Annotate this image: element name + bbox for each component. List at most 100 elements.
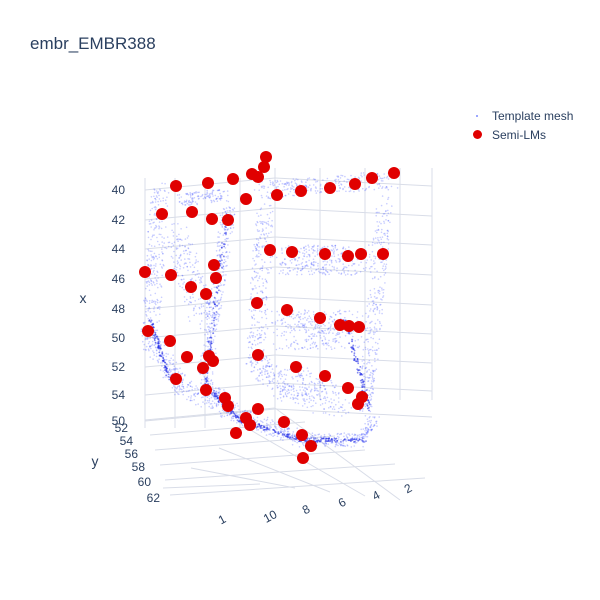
x-tick-label: 46: [112, 272, 126, 286]
z-tick-label: 2: [402, 481, 415, 497]
mesh-point: [173, 365, 176, 368]
semi-lm-point[interactable]: [164, 335, 176, 347]
semi-lm-point[interactable]: [260, 151, 272, 163]
semi-lm-point[interactable]: [210, 272, 222, 284]
mesh-point: [217, 318, 219, 320]
semi-lm-point[interactable]: [296, 429, 308, 441]
mesh-point: [349, 190, 352, 192]
mesh-point: [224, 279, 226, 281]
mesh-point: [173, 389, 176, 391]
mesh-point: [274, 321, 277, 323]
grid-line-back-1: [274, 207, 433, 217]
semi-lm-point[interactable]: [355, 248, 367, 260]
legend[interactable]: Template mesh Semi-LMs: [462, 106, 573, 144]
semi-lm-point[interactable]: [197, 362, 209, 374]
mesh-point: [212, 189, 215, 192]
semi-lm-point[interactable]: [319, 248, 331, 260]
semi-lm-point[interactable]: [342, 382, 354, 394]
semi-lm-point[interactable]: [352, 398, 364, 410]
semi-lm-point[interactable]: [343, 320, 355, 332]
mesh-point: [260, 267, 262, 270]
mesh-point: [319, 384, 322, 386]
semi-lm-point[interactable]: [230, 427, 242, 439]
mesh-point: [181, 372, 184, 375]
semi-lm-point[interactable]: [290, 361, 302, 373]
mesh-point: [261, 427, 264, 430]
mesh-point: [219, 197, 221, 200]
mesh-point: [357, 346, 360, 349]
semi-lm-point[interactable]: [207, 355, 219, 367]
semi-lm-point[interactable]: [377, 248, 389, 260]
mesh-point: [149, 345, 151, 347]
mesh-point: [255, 247, 257, 249]
semi-lm-point[interactable]: [297, 452, 309, 464]
mesh-point: [158, 221, 161, 223]
semi-lm-point[interactable]: [252, 171, 264, 183]
semi-lm-point[interactable]: [206, 213, 218, 225]
mesh-point: [359, 438, 361, 441]
mesh-point: [216, 291, 219, 294]
mesh-point: [305, 392, 308, 395]
semi-lm-point[interactable]: [388, 167, 400, 179]
semi-lm-point[interactable]: [165, 269, 177, 281]
mesh-point: [261, 267, 264, 270]
semi-lm-point[interactable]: [202, 177, 214, 189]
semi-lm-point[interactable]: [264, 244, 276, 256]
semi-lm-point[interactable]: [186, 206, 198, 218]
mesh-point: [222, 265, 225, 268]
semi-lm-point[interactable]: [139, 266, 151, 278]
semi-lm-point[interactable]: [170, 180, 182, 192]
semi-lm-point[interactable]: [252, 403, 264, 415]
semi-lm-point[interactable]: [286, 246, 298, 258]
semi-lm-point[interactable]: [170, 373, 182, 385]
mesh-point: [174, 265, 176, 268]
semi-lm-point[interactable]: [251, 297, 263, 309]
mesh-point: [154, 343, 156, 346]
semi-lm-point[interactable]: [240, 193, 252, 205]
semi-lm-point[interactable]: [324, 182, 336, 194]
semi-lm-point[interactable]: [181, 351, 193, 363]
semi-lm-point[interactable]: [314, 312, 326, 324]
mesh-point: [219, 221, 222, 224]
semi-lm-point[interactable]: [222, 214, 234, 226]
mesh-point: [325, 399, 327, 402]
mesh-point: [309, 344, 312, 346]
mesh-point: [174, 390, 177, 392]
semi-lm-point[interactable]: [227, 173, 239, 185]
semi-lm-point[interactable]: [366, 172, 378, 184]
semi-lm-point[interactable]: [142, 325, 154, 337]
mesh-point: [342, 442, 345, 444]
semi-lm-point[interactable]: [252, 349, 264, 361]
semi-lm-point[interactable]: [244, 419, 256, 431]
semi-lm-point[interactable]: [271, 189, 283, 201]
mesh-point: [294, 433, 296, 436]
legend-item-template-mesh[interactable]: Template mesh: [462, 106, 573, 125]
semi-lm-point[interactable]: [342, 250, 354, 262]
semi-lm-point[interactable]: [156, 208, 168, 220]
mesh-point: [391, 205, 393, 207]
mesh-point: [194, 392, 197, 395]
semi-lm-point[interactable]: [200, 288, 212, 300]
mesh-point: [345, 190, 347, 193]
semi-lm-point[interactable]: [185, 281, 197, 293]
mesh-point: [165, 374, 168, 377]
semi-lm-point[interactable]: [295, 185, 307, 197]
legend-item-semi-lms[interactable]: Semi-LMs: [462, 125, 573, 144]
semi-lm-point[interactable]: [200, 384, 212, 396]
semi-lm-point[interactable]: [208, 259, 220, 271]
semi-lm-point[interactable]: [334, 319, 346, 331]
semi-lm-point[interactable]: [305, 440, 317, 452]
mesh-point: [158, 243, 161, 246]
semi-lm-point[interactable]: [258, 161, 270, 173]
semi-lm-point[interactable]: [222, 400, 234, 412]
semi-lm-point[interactable]: [353, 321, 365, 333]
mesh-point: [239, 411, 242, 413]
semi-lm-point[interactable]: [281, 304, 293, 316]
semi-lm-point[interactable]: [319, 370, 331, 382]
mesh-point: [369, 289, 372, 292]
mesh-point: [296, 395, 299, 397]
semi-lm-point[interactable]: [349, 178, 361, 190]
semi-lm-point[interactable]: [278, 416, 290, 428]
